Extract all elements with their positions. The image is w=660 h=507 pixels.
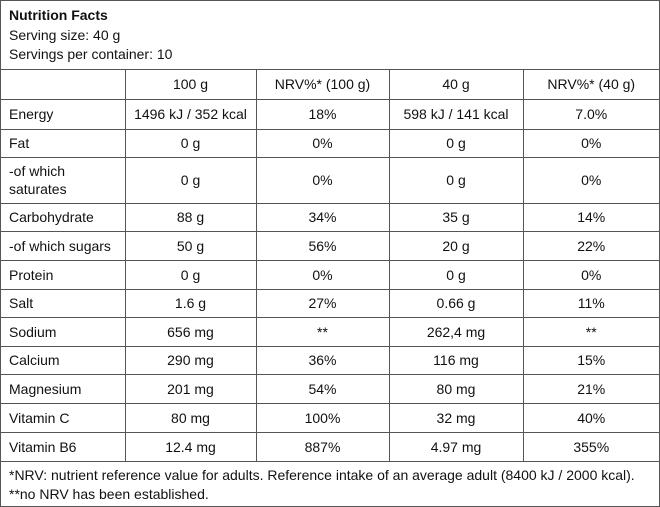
table-cell: 0% [255, 259, 390, 290]
table-cell: 0 g [124, 128, 257, 158]
header-cell: 100 g [124, 69, 257, 100]
table-cell: 12.4 mg [124, 431, 257, 462]
table-row: Protein 0 g 0% 0 g 0% [1, 259, 659, 290]
table-row: Salt 1.6 g 27% 0.66 g 11% [1, 288, 659, 318]
table-cell: 262,4 mg [388, 316, 524, 347]
nutrition-table: 100 g NRV%* (100 g) 40 g NRV%* (40 g) En… [1, 69, 659, 462]
table-cell: 14% [522, 202, 659, 232]
table-cell: 887% [255, 431, 390, 462]
header-cell [1, 69, 126, 100]
table-cell: 4.97 mg [388, 431, 524, 462]
table-row: Vitamin B6 12.4 mg 887% 4.97 mg 355% [1, 431, 659, 462]
table-cell: ** [255, 316, 390, 347]
table-cell: 100% [255, 402, 390, 433]
table-cell: 1.6 g [124, 288, 257, 318]
table-cell: 7.0% [522, 98, 659, 130]
table-cell: 80 mg [388, 373, 524, 404]
table-row: Magnesium 201 mg 54% 80 mg 21% [1, 373, 659, 404]
table-cell: 0 g [388, 259, 524, 290]
nutrient-label: Fat [1, 128, 126, 158]
table-cell: 18% [255, 98, 390, 130]
nutrient-label: Vitamin B6 [1, 431, 126, 462]
table-cell: 0 g [124, 259, 257, 290]
table-cell: 0.66 g [388, 288, 524, 318]
table-cell: 15% [522, 345, 659, 375]
table-cell: 598 kJ / 141 kcal [388, 98, 524, 130]
table-cell: 0 g [388, 156, 524, 204]
table-cell: 27% [255, 288, 390, 318]
table-row: Vitamin C 80 mg 100% 32 mg 40% [1, 402, 659, 433]
nutrient-label: Salt [1, 288, 126, 318]
table-cell: 50 g [124, 230, 257, 261]
nutrient-label: Sodium [1, 316, 126, 347]
table-cell: 32 mg [388, 402, 524, 433]
nutrient-label: Carbohydrate [1, 202, 126, 232]
table-row: -of which saturates 0 g 0% 0 g 0% [1, 156, 659, 204]
table-cell: 201 mg [124, 373, 257, 404]
table-row: Carbohydrate 88 g 34% 35 g 14% [1, 202, 659, 232]
nrv-footnote: *NRV: nutrient reference value for adult… [9, 467, 635, 502]
table-cell: 88 g [124, 202, 257, 232]
table-cell: 20 g [388, 230, 524, 261]
table-cell: 21% [522, 373, 659, 404]
table-row: Sodium 656 mg ** 262,4 mg ** [1, 316, 659, 347]
table-cell: 36% [255, 345, 390, 375]
table-cell: 355% [522, 431, 659, 462]
table-cell: 116 mg [388, 345, 524, 375]
table-row: Calcium 290 mg 36% 116 mg 15% [1, 345, 659, 375]
table-cell: 0% [255, 156, 390, 204]
nutrient-label: Magnesium [1, 373, 126, 404]
table-cell: 0% [255, 128, 390, 158]
nutrition-header: Nutrition Facts Serving size: 40 g Servi… [1, 1, 659, 70]
servings-per-container: Servings per container: 10 [9, 46, 173, 62]
table-cell: 0 g [388, 128, 524, 158]
table-cell: 40% [522, 402, 659, 433]
table-cell: ** [522, 316, 659, 347]
header-cell: NRV%* (40 g) [522, 69, 659, 100]
table-row: Fat 0 g 0% 0 g 0% [1, 128, 659, 158]
table-cell: 35 g [388, 202, 524, 232]
nutrition-title: Nutrition Facts [9, 7, 108, 23]
table-cell: 656 mg [124, 316, 257, 347]
table-cell: 80 mg [124, 402, 257, 433]
table-header-row: 100 g NRV%* (100 g) 40 g NRV%* (40 g) [1, 69, 659, 100]
table-cell: 1496 kJ / 352 kcal [124, 98, 257, 130]
table-cell: 0 g [124, 156, 257, 204]
table-row: Energy 1496 kJ / 352 kcal 18% 598 kJ / 1… [1, 98, 659, 130]
table-cell: 22% [522, 230, 659, 261]
table-cell: 0% [522, 259, 659, 290]
nutrient-label: Vitamin C [1, 402, 126, 433]
table-cell: 290 mg [124, 345, 257, 375]
nutrient-label: Protein [1, 259, 126, 290]
table-cell: 0% [522, 156, 659, 204]
table-row: -of which sugars 50 g 56% 20 g 22% [1, 230, 659, 261]
table-cell: 34% [255, 202, 390, 232]
nutrient-label: -of which sugars [1, 230, 126, 261]
table-cell: 11% [522, 288, 659, 318]
nutrient-label: Calcium [1, 345, 126, 375]
table-cell: 0% [522, 128, 659, 158]
serving-size: Serving size: 40 g [9, 27, 121, 43]
header-cell: NRV%* (100 g) [255, 69, 390, 100]
nutrient-label: Energy [1, 98, 126, 130]
table-cell: 54% [255, 373, 390, 404]
table-cell: 56% [255, 230, 390, 261]
nutrient-label: -of which saturates [1, 156, 126, 204]
header-cell: 40 g [388, 69, 524, 100]
